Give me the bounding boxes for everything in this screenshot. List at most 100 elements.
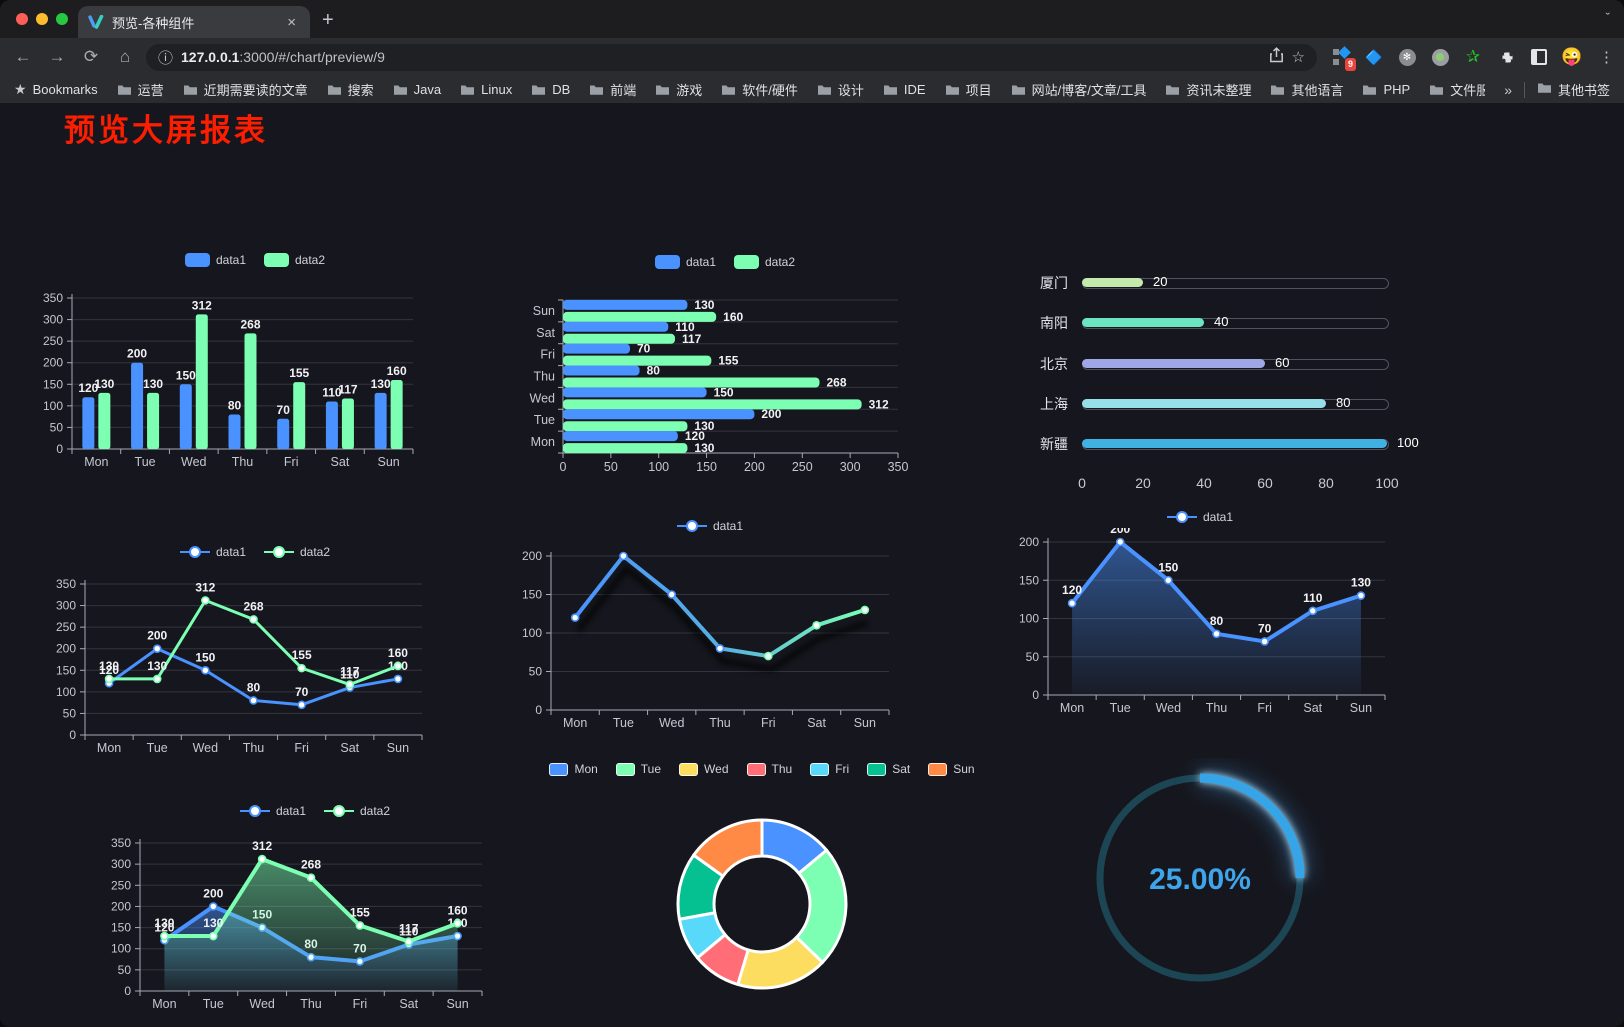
bookmark-item[interactable]: 资讯未整理	[1165, 80, 1251, 99]
legend-item[interactable]: data2	[264, 545, 330, 559]
zoom-window-button[interactable]	[56, 13, 68, 25]
new-tab-button[interactable]: +	[322, 9, 334, 31]
extension-gem-icon[interactable]: 🔷	[1365, 48, 1383, 65]
legend-item[interactable]: Sun	[928, 762, 975, 776]
bookmark-item[interactable]: 近期需要读的文章	[183, 80, 308, 99]
legend-item[interactable]: data2	[264, 253, 325, 267]
svg-text:200: 200	[744, 460, 765, 474]
extension-star-icon[interactable]: ✰	[1465, 47, 1481, 66]
url-bar[interactable]: ⓘ 127.0.0.1:3000/#/chart/preview/9 ☆	[146, 43, 1317, 71]
svg-text:110: 110	[399, 924, 419, 938]
legend-item[interactable]: Tue	[615, 762, 661, 776]
svg-text:Mon: Mon	[1060, 701, 1084, 715]
bookmark-item[interactable]: 前端	[589, 80, 636, 99]
legend-marker	[928, 762, 948, 776]
site-info-icon[interactable]: ⓘ	[158, 49, 174, 67]
line-data1	[573, 554, 867, 659]
share-icon[interactable]	[1269, 47, 1284, 67]
bookmark-item[interactable]: 网站/博客/文章/工具	[1011, 80, 1146, 99]
axis-tick: 40	[1196, 475, 1212, 491]
chart-donut[interactable]: Mon Tue Wed Thu Fri Sat Sun	[549, 758, 975, 1008]
bookmark-item[interactable]: 其他语言	[1270, 80, 1343, 99]
progress-label: 上海	[1040, 396, 1068, 412]
bookmarks-manager[interactable]: ★ Bookmarks	[14, 81, 98, 98]
legend-item[interactable]: data1	[1166, 510, 1233, 524]
tab-close-icon[interactable]: ×	[287, 13, 296, 31]
bookmark-item[interactable]: 软件/硬件	[721, 80, 798, 99]
minimize-window-button[interactable]	[36, 13, 48, 25]
folder-icon	[183, 85, 197, 95]
progress-value: 20	[1153, 274, 1168, 289]
browser-menu-icon[interactable]: ⋮	[1599, 49, 1614, 66]
svg-text:50: 50	[63, 706, 77, 720]
svg-text:300: 300	[43, 313, 63, 327]
other-bookmarks[interactable]: 其他书签	[1537, 80, 1610, 99]
svg-text:200: 200	[56, 642, 76, 656]
svg-text:350: 350	[43, 291, 63, 305]
close-window-button[interactable]	[16, 13, 28, 25]
extensions-puzzle-icon[interactable]	[1496, 47, 1516, 67]
bookmark-item[interactable]: 搜索	[327, 80, 374, 99]
legend-item[interactable]: Mon	[549, 762, 598, 776]
svg-text:100: 100	[1019, 612, 1039, 626]
bookmark-item[interactable]: PHP	[1362, 80, 1410, 99]
chart-legend: data1	[500, 515, 920, 537]
legend-item[interactable]: Thu	[746, 762, 792, 776]
bar-data1	[563, 343, 630, 354]
legend-item[interactable]: Wed	[679, 762, 729, 776]
extension-command-icon[interactable]: ✻	[1397, 47, 1417, 67]
legend-item[interactable]: Sat	[867, 762, 910, 776]
bookmark-item[interactable]: 文件服务器	[1429, 80, 1485, 99]
bar-data2	[244, 333, 257, 449]
progress-label: 南阳	[1040, 315, 1068, 331]
bookmark-item[interactable]: DB	[531, 80, 570, 99]
bookmark-item[interactable]: 设计	[817, 80, 864, 99]
chart-area-dual[interactable]: data1 data2 0 50 100 150 200 250 300 350 Mon Tue Wed…	[100, 800, 530, 1027]
chart-line-gradient[interactable]: data1 0 50 100 150 200 Mon Tue Wed Thu Fri Sat Sun	[500, 515, 920, 739]
extension-scripts-icon[interactable]: 9	[1331, 46, 1356, 71]
chart-bar-horizontal[interactable]: data1 data2 0 50 100 150 200 250 300 350 Sun 130 160…	[510, 251, 940, 491]
forward-button[interactable]: →	[48, 47, 66, 66]
side-panel-icon[interactable]	[1529, 47, 1549, 67]
bookmark-item[interactable]: 游戏	[655, 80, 702, 99]
reload-button[interactable]: ⟳	[83, 47, 99, 66]
home-button[interactable]: ⌂	[119, 47, 131, 66]
progress-track	[1082, 439, 1389, 450]
svg-text:Sun: Sun	[1350, 701, 1372, 715]
legend-item[interactable]: data1	[676, 519, 743, 533]
svg-text:150: 150	[696, 460, 717, 474]
chart-progress-bars[interactable]: 厦门 20 南阳 40 北京 60 上海 80 新疆 100 0 20 40 60 80 100	[1000, 253, 1430, 498]
chart-bar-vertical[interactable]: data1 data2 0 50 100 150 200 250 300 350 Mon Tue Wed…	[40, 249, 470, 491]
chart-line-dual[interactable]: data1 data2 0 50 100 150 200 250 300 350 Mon Tue Wed…	[40, 541, 470, 755]
bookmarks-overflow-icon[interactable]: »	[1504, 81, 1512, 98]
legend-item[interactable]: data1	[184, 253, 246, 267]
tab-strip-chevron-icon[interactable]: ˇ	[1605, 10, 1610, 25]
legend-item[interactable]: data1	[179, 545, 246, 559]
back-button[interactable]: ←	[14, 47, 32, 66]
chart-area-single[interactable]: data1 0 50 100 150 200 Mon Tue Wed Thu Fri Sat Sun 12…	[1000, 506, 1400, 720]
bookmark-item[interactable]: IDE	[883, 80, 926, 99]
legend-item[interactable]: data1	[654, 255, 716, 269]
svg-text:250: 250	[43, 334, 63, 348]
legend-item[interactable]: data2	[734, 255, 795, 269]
bookmark-item[interactable]: Java	[393, 80, 441, 99]
bookmark-item[interactable]: 项目	[945, 80, 992, 99]
svg-text:110: 110	[340, 668, 360, 682]
chart-gauge[interactable]: 25.00%	[1035, 758, 1365, 1008]
axis-tick: 20	[1135, 475, 1151, 491]
bookmark-item[interactable]: Linux	[460, 80, 512, 99]
browser-tab[interactable]: 预览-各种组件 ×	[78, 6, 310, 38]
svg-text:160: 160	[448, 903, 468, 917]
tab-favicon	[88, 15, 104, 29]
profile-avatar[interactable]: 😜	[1561, 47, 1583, 66]
legend-item[interactable]: data2	[324, 804, 390, 818]
svg-text:Mon: Mon	[84, 455, 108, 469]
legend-item[interactable]: data1	[239, 804, 306, 818]
legend-marker	[615, 762, 635, 776]
extension-dot-icon[interactable]	[1430, 47, 1450, 67]
svg-text:Tue: Tue	[135, 455, 156, 469]
bookmark-item[interactable]: 运营	[117, 80, 164, 99]
svg-text:110: 110	[675, 320, 695, 334]
bookmark-star-icon[interactable]: ☆	[1291, 49, 1305, 66]
legend-item[interactable]: Fri	[810, 762, 849, 776]
